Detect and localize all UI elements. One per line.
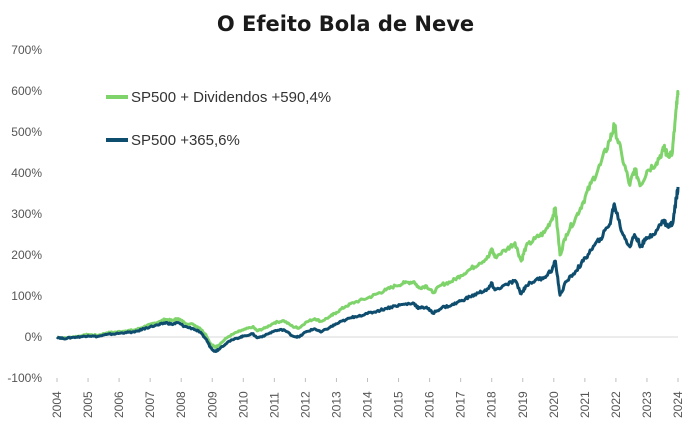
- x-tick-label: 2021: [578, 391, 592, 418]
- y-tick-label: 100%: [11, 289, 42, 303]
- legend[interactable]: SP500 + Dividendos +590,4% SP500 +365,6%: [106, 89, 331, 149]
- x-tick-label: 2009: [205, 391, 219, 418]
- x-tick-label: 2013: [329, 391, 343, 418]
- series-group: [55, 89, 680, 353]
- series-line-0: [56, 89, 680, 349]
- x-axis: 2004 2005 2006 2007 2008 2009 2010 2011 2012 2013…: [50, 336, 685, 418]
- x-tick-label: 2012: [298, 391, 312, 418]
- x-tick-label: 2023: [640, 391, 654, 418]
- y-tick-label: 500%: [11, 125, 42, 139]
- y-tick-label: 600%: [11, 84, 42, 98]
- y-tick-label: -100%: [7, 371, 42, 385]
- x-tick-label: 2007: [143, 391, 157, 418]
- x-tick-label: 2006: [112, 391, 126, 418]
- y-tick-label: 0%: [25, 330, 43, 344]
- x-tick-label: 2004: [50, 391, 64, 418]
- legend-label-0[interactable]: SP500 + Dividendos +590,4%: [131, 89, 331, 106]
- y-tick-label: 200%: [11, 248, 42, 262]
- x-tick-label: 2008: [174, 391, 188, 418]
- x-tick-label: 2016: [423, 391, 437, 418]
- x-tick-label: 2020: [547, 391, 561, 418]
- x-tick-label: 2019: [516, 391, 530, 418]
- chart-title: O Efeito Bola de Neve: [216, 12, 475, 36]
- x-tick-label: 2022: [609, 391, 623, 418]
- y-axis: 700% 600% 500% 400% 300% 200% 100% 0% -100%: [7, 43, 42, 385]
- x-tick-label: 2010: [236, 391, 250, 418]
- legend-label-1[interactable]: SP500 +365,6%: [131, 132, 240, 149]
- x-tick-label: 2017: [454, 391, 468, 418]
- x-tick-label: 2015: [392, 391, 406, 418]
- x-tick-label: 2005: [81, 391, 95, 418]
- x-tick-label: 2011: [267, 392, 281, 418]
- y-tick-label: 400%: [11, 166, 42, 180]
- y-tick-label: 300%: [11, 207, 42, 221]
- series-line-1: [55, 186, 680, 353]
- x-tick-label: 2018: [485, 391, 499, 418]
- x-tick-label: 2014: [361, 391, 375, 418]
- y-tick-label: 700%: [11, 43, 42, 57]
- x-tick-label: 2024: [671, 391, 685, 418]
